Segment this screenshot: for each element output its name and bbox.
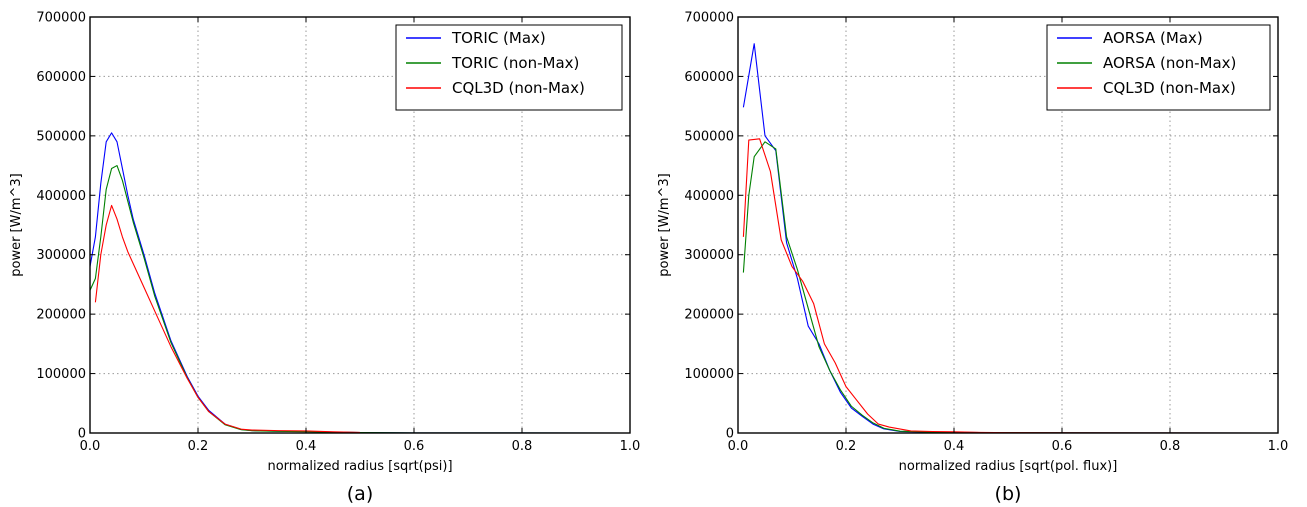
x-tick-label: 1.0 <box>620 439 641 454</box>
y-tick-label: 500000 <box>684 129 734 144</box>
y-axis-label: power [W/m^3] <box>657 173 672 277</box>
y-tick-label: 300000 <box>36 248 86 263</box>
plot-frame <box>89 16 631 434</box>
x-tick-label: 0.8 <box>1160 439 1181 454</box>
y-tick-label: 400000 <box>684 189 734 204</box>
series-line-1 <box>742 141 1278 433</box>
legend: TORIC (Max) TORIC (non-Max) CQL3D (non-Max… <box>395 24 623 111</box>
panel-caption: (b) <box>995 483 1022 505</box>
series-line-2 <box>94 204 361 433</box>
x-tick-label: 0.2 <box>188 439 209 454</box>
x-tick-label: 0.4 <box>944 439 965 454</box>
legend-label-1: TORIC (non-Max) <box>451 54 579 72</box>
y-tick-label: 0 <box>726 427 734 442</box>
x-tick-label: 0.6 <box>404 439 425 454</box>
y-axis-label: power [W/m^3] <box>9 173 24 277</box>
legend-label-2: CQL3D (non-Max) <box>1103 79 1236 97</box>
series-line-0 <box>90 132 630 433</box>
x-tick-label: 1.0 <box>1268 439 1289 454</box>
legend-box <box>1046 24 1271 111</box>
y-tick-label: 400000 <box>36 189 86 204</box>
y-tick-label: 700000 <box>684 11 734 26</box>
x-axis-label: normalized radius [sqrt(psi)] <box>267 459 452 474</box>
series-lines <box>90 132 630 433</box>
plot-frame <box>737 16 1279 434</box>
x-tick-label: 0.6 <box>1052 439 1073 454</box>
legend-label-1: AORSA (non-Max) <box>1103 54 1236 72</box>
y-tick-label: 500000 <box>36 129 86 144</box>
y-tick-label: 700000 <box>36 11 86 26</box>
legend-label-0: TORIC (Max) <box>451 29 546 47</box>
legend-label-2: CQL3D (non-Max) <box>452 79 585 97</box>
y-tick-label: 200000 <box>36 308 86 323</box>
legend-label-0: AORSA (Max) <box>1103 29 1203 47</box>
y-tick-label: 600000 <box>36 70 86 85</box>
y-tick-label: 100000 <box>684 367 734 382</box>
y-tick-label: 200000 <box>684 308 734 323</box>
panel-b: 0.0 0.2 0.4 0.6 0.8 1.0 0 100000 200000 300000 400… <box>657 11 1288 506</box>
y-tick-label: 300000 <box>684 248 734 263</box>
y-tick-label: 0 <box>78 427 86 442</box>
series-line-2 <box>742 138 1278 433</box>
series-line-1 <box>90 165 630 433</box>
panel-caption: (a) <box>347 483 373 505</box>
y-tick-label: 600000 <box>684 70 734 85</box>
legend: AORSA (Max) AORSA (non-Max) CQL3D (non-Max… <box>1046 24 1271 111</box>
x-tick-label: 0.4 <box>296 439 317 454</box>
x-tick-label: 0.2 <box>836 439 857 454</box>
y-tick-label: 100000 <box>36 367 86 382</box>
x-tick-label: 0.0 <box>80 439 101 454</box>
x-axis-label: normalized radius [sqrt(pol. flux)] <box>899 459 1118 474</box>
panel-a: 0.0 0.2 0.4 0.6 0.8 1.0 0 100000 200000 300000 400… <box>9 11 640 506</box>
x-tick-label: 0.0 <box>728 439 749 454</box>
x-tick-label: 0.8 <box>512 439 533 454</box>
legend-box <box>395 24 623 111</box>
